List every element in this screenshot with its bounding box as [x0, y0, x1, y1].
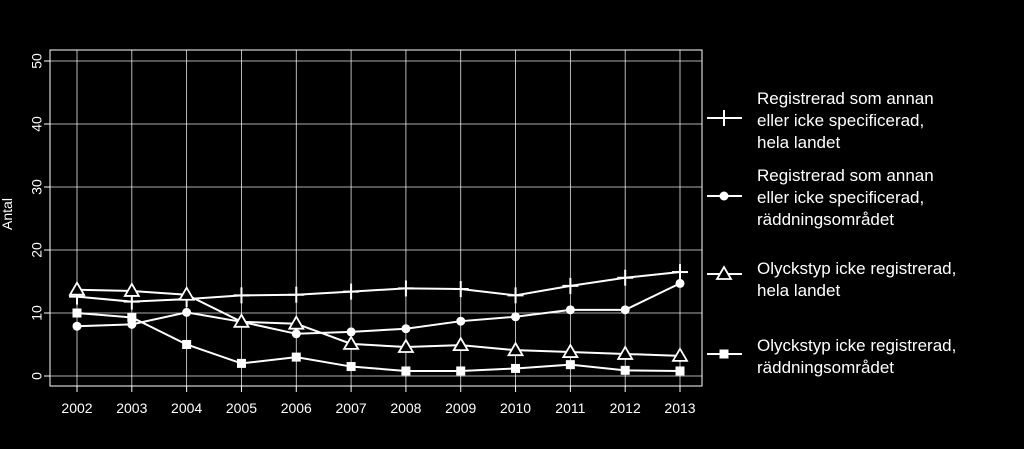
data-point: [562, 277, 579, 294]
y-tick-label: 30: [29, 179, 45, 195]
data-point: [127, 319, 137, 329]
legend-label: Registrerad som annan: [757, 166, 934, 185]
data-point: [561, 343, 579, 358]
data-point: [507, 287, 524, 304]
data-point: [68, 280, 86, 296]
data-point: [346, 362, 356, 372]
y-tick-label: 20: [29, 242, 45, 258]
x-tick-label: 2007: [336, 400, 367, 416]
data-point: [452, 281, 469, 298]
series-line: [76, 271, 681, 303]
data-point: [456, 366, 466, 376]
data-point: [182, 340, 192, 349]
y-tick-label: 10: [29, 305, 45, 321]
data-point: [232, 313, 251, 328]
data-point: [291, 329, 301, 339]
legend-label: räddningsområdet: [757, 358, 894, 377]
x-tick-label: 2002: [61, 400, 92, 416]
data-point: [72, 308, 82, 318]
data-point: [675, 278, 685, 288]
data-point: [675, 366, 685, 376]
series-line: [76, 288, 681, 357]
legend-entry: Olyckstyp icke registrerad, hela landet: [707, 259, 956, 300]
data-point: [182, 307, 192, 317]
series-triangle: [68, 280, 689, 362]
data-point: [620, 365, 630, 375]
x-tick-label: 2003: [116, 400, 147, 416]
legend-label: Olyckstyp icke registrerad,: [757, 336, 956, 355]
data-point: [178, 285, 196, 301]
data-point: [236, 358, 246, 368]
legend-label: Registrerad som annan: [757, 89, 934, 108]
x-tick-label: 2005: [226, 400, 257, 416]
y-tick-label: 40: [29, 116, 45, 132]
x-tick-label: 2013: [664, 400, 695, 416]
data-point: [511, 312, 521, 322]
data-point: [671, 347, 689, 362]
x-axis-ticks: 2002 2003 2004 2005 2006 2007 2008 2009 2010 2011…: [61, 386, 696, 416]
x-tick-label: 2009: [445, 400, 476, 416]
data-point: [401, 366, 411, 376]
data-point: [511, 363, 521, 373]
y-axis-label: Antal: [0, 198, 15, 230]
series-line: [76, 282, 681, 335]
data-point: [397, 280, 414, 297]
legend: Registrerad som annan eller icke specific…: [707, 89, 956, 377]
data-point: [456, 316, 466, 326]
data-point: [342, 335, 360, 350]
y-tick-label: 50: [29, 53, 45, 69]
data-point: [233, 287, 250, 304]
x-tick-label: 2011: [555, 400, 585, 416]
data-point: [620, 305, 630, 315]
data-point: [397, 338, 415, 353]
data-point: [343, 283, 360, 300]
legend-label: räddningsområdet: [757, 210, 894, 229]
legend-marker-plus: [716, 110, 732, 126]
legend-label: hela landet: [757, 281, 840, 300]
legend-entry: Olyckstyp icke registrerad, räddningsområ…: [707, 336, 956, 377]
legend-label: eller icke specificerad,: [757, 188, 924, 207]
legend-entry: Registrerad som annan eller icke specific…: [707, 89, 934, 152]
x-tick-label: 2004: [171, 400, 202, 416]
data-point: [452, 336, 470, 352]
legend-label: hela landet: [757, 133, 840, 152]
data-point: [127, 312, 137, 322]
legend-marker-triangle: [715, 265, 733, 280]
data-point: [346, 327, 356, 337]
series-group: [68, 264, 689, 376]
x-tick-label: 2010: [500, 400, 531, 416]
data-point: [291, 352, 301, 362]
series-line: [76, 312, 681, 372]
data-point: [617, 269, 634, 286]
legend-marker-square: [719, 349, 729, 359]
series-square: [72, 308, 685, 376]
data-point: [288, 286, 305, 303]
data-point: [506, 341, 525, 357]
data-point: [672, 264, 688, 281]
x-tick-label: 2008: [390, 400, 421, 416]
data-point: [565, 360, 575, 370]
x-tick-label: 2006: [281, 400, 312, 416]
data-point: [72, 321, 82, 331]
y-tick-label: 0: [29, 372, 45, 380]
y-axis-ticks: 0 10 20 30 40 50: [29, 53, 50, 380]
legend-label: Olyckstyp icke registrerad,: [757, 259, 956, 278]
data-point: [616, 345, 634, 360]
legend-marker-circle: [719, 191, 729, 201]
x-tick-label: 2012: [610, 400, 641, 416]
legend-label: eller icke specificerad,: [757, 111, 924, 130]
plot-area-frame: [49, 49, 703, 387]
data-point: [287, 314, 305, 330]
data-point: [123, 282, 141, 297]
data-point: [401, 324, 411, 334]
legend-entry: Registrerad som annan eller icke specific…: [707, 166, 934, 229]
data-point: [565, 305, 575, 315]
